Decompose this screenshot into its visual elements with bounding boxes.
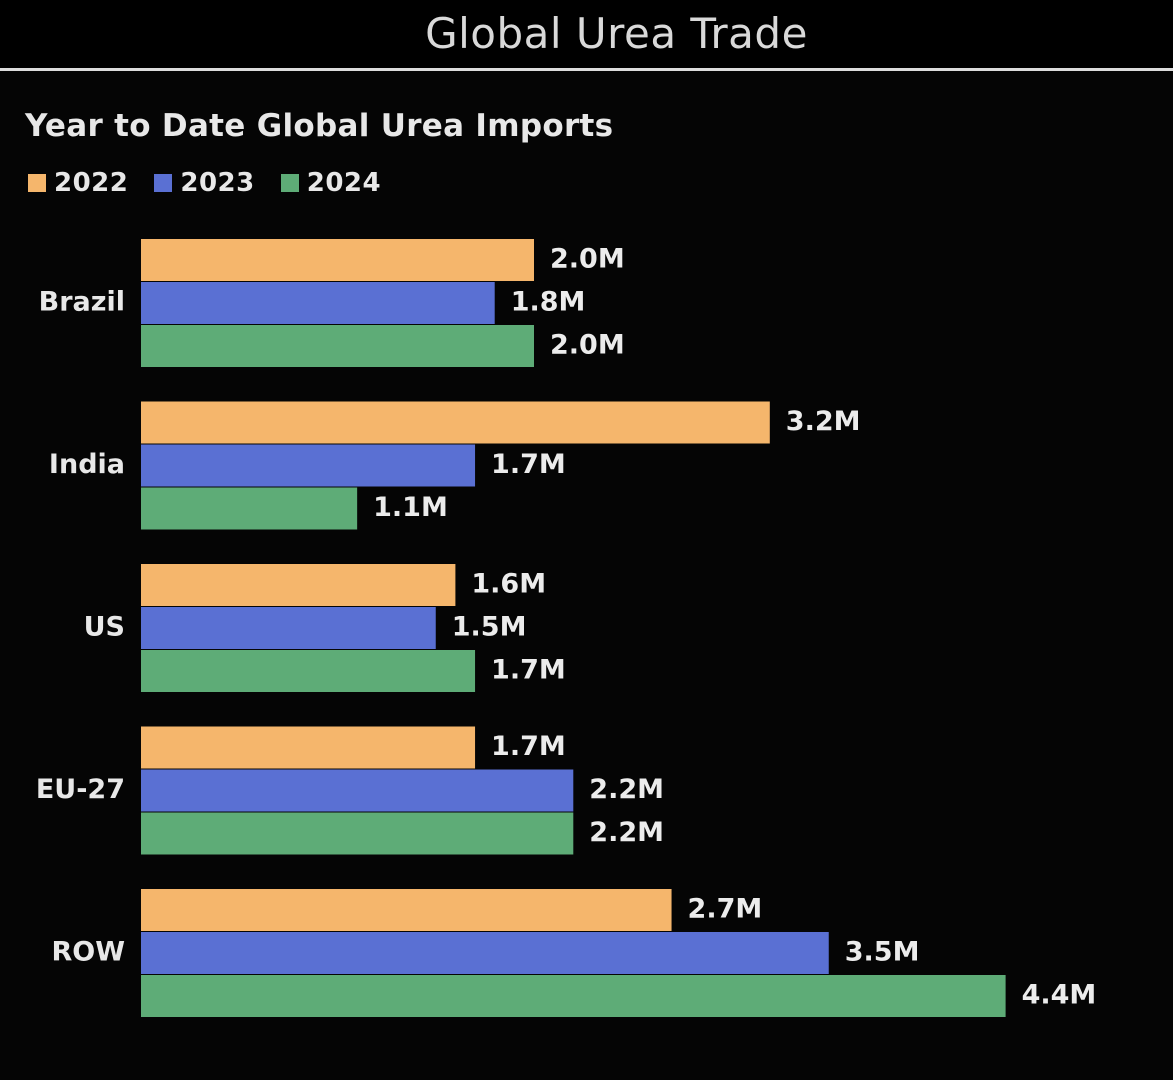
bar-india-2023 xyxy=(141,444,476,487)
legend-item-2024: 2024 xyxy=(280,168,382,198)
legend: 2022 2023 2024 xyxy=(28,168,381,198)
bar-brazil-2023 xyxy=(141,282,495,324)
value-label-eu-27-2024: 2.2M xyxy=(589,817,664,848)
category-label-brazil: Brazil xyxy=(39,287,125,318)
legend-swatch-2024 xyxy=(280,174,299,192)
bar-brazil-2022 xyxy=(141,239,534,281)
header-title: Global Urea Trade xyxy=(425,9,808,58)
bar-eu-27-2023 xyxy=(141,769,574,812)
value-label-us-2023: 1.5M xyxy=(452,612,527,643)
bar-us-2024 xyxy=(141,650,476,692)
value-label-india-2022: 3.2M xyxy=(786,406,861,437)
legend-swatch-2023 xyxy=(154,174,173,192)
value-label-row-2024: 4.4M xyxy=(1022,980,1097,1011)
value-label-brazil-2023: 1.8M xyxy=(511,287,586,318)
value-label-eu-27-2022: 1.7M xyxy=(491,731,566,762)
value-label-eu-27-2023: 2.2M xyxy=(589,774,664,805)
legend-swatch-2022 xyxy=(28,174,46,192)
bar-eu-27-2022 xyxy=(141,726,476,769)
category-label-row: ROW xyxy=(51,937,125,968)
value-label-brazil-2022: 2.0M xyxy=(550,244,625,275)
bar-us-2022 xyxy=(141,564,456,606)
category-label-india: India xyxy=(49,449,125,480)
value-label-us-2024: 1.7M xyxy=(491,655,566,686)
bar-india-2022 xyxy=(141,401,770,444)
category-label-eu-27: EU-27 xyxy=(36,774,125,805)
legend-item-2023: 2023 xyxy=(154,168,254,198)
bar-brazil-2024 xyxy=(141,325,534,367)
chart-title: Year to Date Global Urea Imports xyxy=(25,108,614,144)
legend-item-2022: 2022 xyxy=(28,168,128,198)
bar-row-2022 xyxy=(141,889,672,931)
value-label-india-2024: 1.1M xyxy=(373,492,448,523)
category-label-us: US xyxy=(84,612,125,643)
value-label-brazil-2024: 2.0M xyxy=(550,330,625,361)
legend-label-2024: 2024 xyxy=(306,168,382,198)
value-label-india-2023: 1.7M xyxy=(491,449,566,480)
legend-label-2022: 2022 xyxy=(54,168,129,198)
value-label-row-2022: 2.7M xyxy=(688,894,763,925)
bar-row-2023 xyxy=(141,932,829,974)
value-label-row-2023: 3.5M xyxy=(845,937,920,968)
bar-us-2023 xyxy=(141,607,436,649)
bar-eu-27-2024 xyxy=(141,812,574,855)
bar-india-2024 xyxy=(141,487,358,530)
bar-row-2024 xyxy=(141,975,1006,1017)
value-label-us-2022: 1.6M xyxy=(471,569,546,600)
header-bar: Global Urea Trade xyxy=(0,0,1173,71)
legend-label-2023: 2023 xyxy=(180,168,255,198)
